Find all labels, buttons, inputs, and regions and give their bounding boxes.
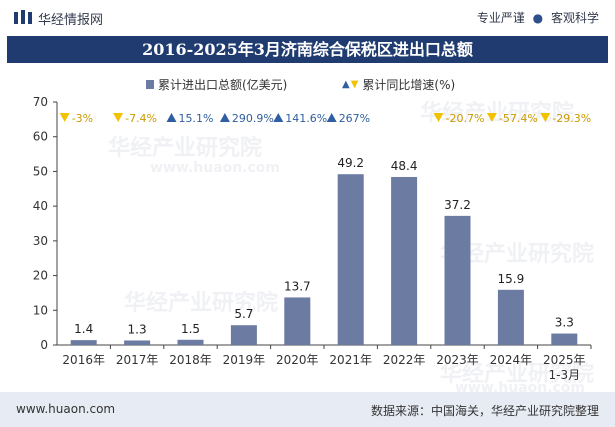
bar — [124, 340, 151, 345]
bar — [444, 215, 471, 345]
bar-value-label: 13.7 — [284, 279, 311, 293]
growth-up-marker — [219, 113, 230, 122]
tagline: 专业严谨 ● 客观科学 — [477, 9, 599, 26]
x-tick-label: 2017年 — [116, 353, 159, 367]
legend-label-growth: 累计同比增速(%) — [362, 78, 456, 92]
y-tick-label: 20 — [33, 269, 48, 283]
growth-down-marker — [113, 113, 124, 122]
bar — [551, 333, 578, 345]
bar-value-label: 49.2 — [337, 156, 364, 170]
bar — [284, 297, 311, 345]
growth-down-marker — [59, 113, 70, 122]
x-tick-label: 2019年 — [223, 353, 266, 367]
x-tick-label: 2021年 — [329, 353, 372, 367]
y-tick-label: 40 — [33, 199, 48, 213]
growth-label: -7.4% — [125, 112, 157, 125]
legend-up-triangle-icon: ▲ — [342, 79, 350, 90]
y-tick-label: 60 — [33, 130, 48, 144]
growth-label: -3% — [72, 112, 93, 125]
growth-label: 141.6% — [285, 112, 327, 125]
footer-website[interactable]: www.huaon.com — [16, 402, 116, 416]
bar — [391, 176, 418, 345]
legend-label-total: 累计进出口总额(亿美元) — [158, 78, 288, 92]
x-tick-label: 2020年 — [276, 353, 319, 367]
tagline-separator: ● — [532, 11, 544, 25]
brand-logo-icon — [14, 10, 32, 24]
chart-title: 2016-2025年3月济南综合保税区进出口总额 — [7, 36, 608, 63]
x-tick-label: 2022年 — [383, 353, 426, 367]
legend-item-total: 累计进出口总额(亿美元) — [146, 76, 287, 93]
bar — [230, 325, 257, 345]
growth-up-marker — [326, 113, 337, 122]
growth-label: 290.9% — [232, 112, 274, 125]
header: 华经情报网 专业严谨 ● 客观科学 — [0, 0, 615, 36]
growth-label: -29.3% — [552, 112, 591, 125]
growth-label: -57.4% — [499, 112, 538, 125]
x-tick-label: 2023年 — [436, 353, 479, 367]
footer: www.huaon.com 数据来源：中国海关，华经产业研究院整理 — [0, 392, 615, 427]
legend-bar-swatch — [146, 80, 154, 89]
growth-up-marker — [273, 113, 284, 122]
x-tick-label: 2025年 1-3月 — [543, 353, 586, 382]
bar-value-label: 1.3 — [128, 322, 147, 336]
brand-name: 华经情报网 — [38, 13, 104, 28]
growth-label: -20.7% — [446, 112, 485, 125]
bar-value-label: 37.2 — [444, 198, 471, 212]
growth-up-marker — [166, 113, 177, 122]
bar-chart: 0 10 20 30 40 50 60 70 1.4 2016年 1.3 2017年 1.5 2018年 5… — [33, 95, 592, 382]
growth-down-marker — [486, 113, 497, 122]
bar — [70, 340, 97, 345]
legend-down-triangle-icon: ▼ — [350, 79, 359, 90]
y-tick-label: 50 — [33, 164, 48, 178]
bar-value-label: 3.3 — [555, 316, 574, 330]
growth-down-marker — [433, 113, 444, 122]
growth-label: 15.1% — [179, 112, 214, 125]
bar-value-label: 48.4 — [391, 159, 418, 173]
growth-label: 267% — [339, 112, 370, 125]
y-tick-label: 0 — [40, 338, 48, 352]
footer-source: 数据来源：中国海关，华经产业研究院整理 — [370, 404, 599, 418]
bar-value-label: 15.9 — [498, 272, 525, 286]
bar — [177, 339, 204, 345]
x-tick-label: 2018年 — [169, 353, 212, 367]
legend-item-growth: ▲ ▼ 累计同比增速(%) — [342, 76, 455, 93]
tagline-right: 客观科学 — [550, 11, 599, 25]
bar — [337, 174, 364, 345]
bar-value-label: 1.5 — [181, 322, 200, 336]
x-tick-label: 2016年 — [62, 353, 105, 367]
growth-down-marker — [540, 113, 551, 122]
x-tick-label: 2024年 — [490, 353, 533, 367]
bar-value-label: 5.7 — [234, 307, 253, 321]
y-tick-label: 30 — [33, 234, 48, 248]
y-tick-label: 10 — [33, 303, 48, 317]
y-tick-label: 70 — [33, 95, 48, 109]
tagline-left: 专业严谨 — [476, 11, 525, 25]
bar-value-label: 1.4 — [74, 322, 93, 336]
bar — [497, 289, 524, 345]
